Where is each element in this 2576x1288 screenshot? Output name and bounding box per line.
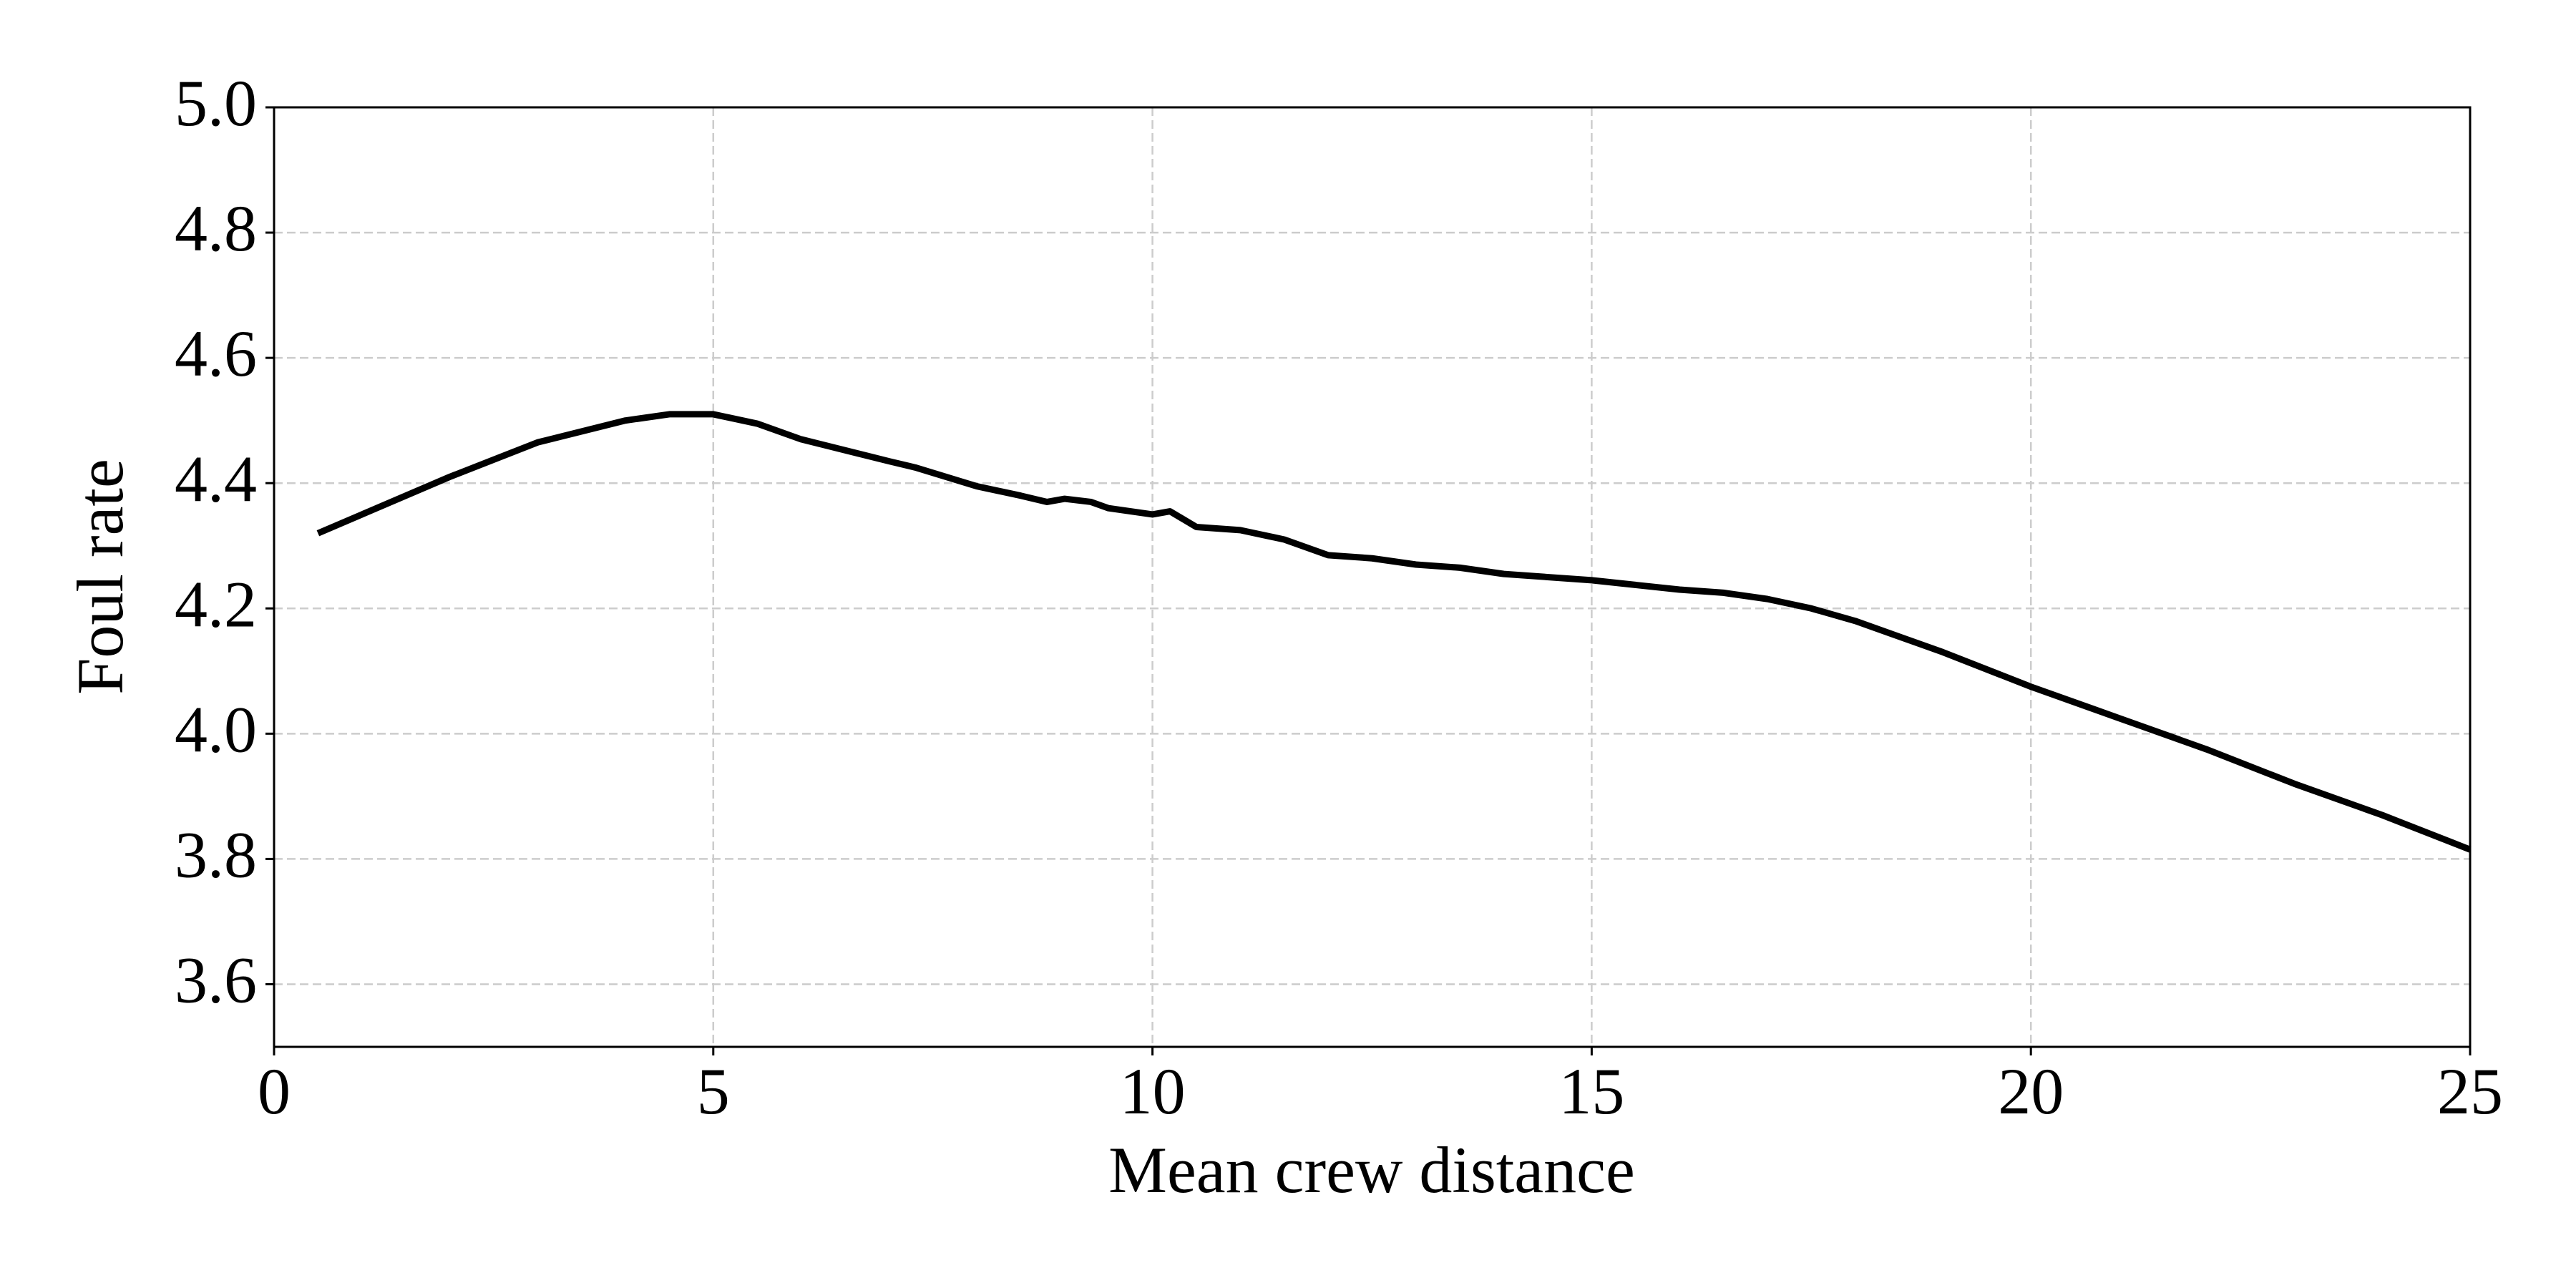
- y-tick-label: 4.0: [175, 693, 257, 766]
- line-series: [316, 411, 2472, 853]
- y-tick-label: 3.6: [175, 944, 257, 1017]
- x-tick-label: 20: [1998, 1055, 2064, 1128]
- y-tick-label: 4.8: [175, 192, 257, 265]
- axes-frame: [273, 106, 2472, 1048]
- y-tick-label: 5.0: [175, 67, 257, 140]
- x-tick-label: 10: [1120, 1055, 1186, 1128]
- grid: [273, 106, 2472, 1047]
- y-tick-label: 3.8: [175, 819, 257, 892]
- y-axis-label: Foul rate: [64, 459, 137, 695]
- y-tick-label: 4.4: [175, 442, 257, 515]
- y-tick-label: 4.2: [175, 567, 257, 640]
- x-tick-label: 25: [2437, 1055, 2503, 1128]
- x-tick-label: 0: [258, 1055, 291, 1128]
- ticks: 3.6 3.8 4.0 4.2 4.4 4.6 4.8 5.0 0 5 10 15 20 25: [175, 67, 2503, 1128]
- x-tick-label: 15: [1558, 1055, 1624, 1128]
- y-tick-label: 4.6: [175, 317, 257, 390]
- plot-area: [316, 411, 2472, 853]
- x-axis-label: Mean crew distance: [1108, 1133, 1635, 1206]
- x-tick-label: 5: [697, 1055, 730, 1128]
